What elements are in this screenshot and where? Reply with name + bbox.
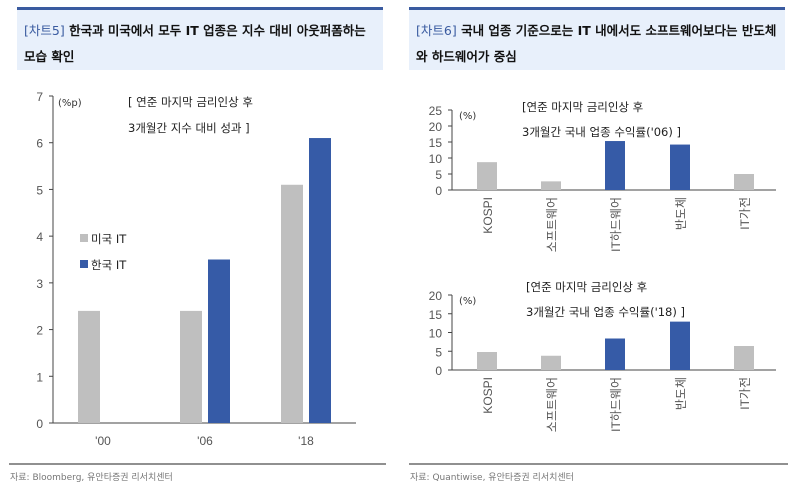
chart6-tag: [차트6] xyxy=(416,23,457,38)
chart-annotation: [연준 마지막 금리인상 후 xyxy=(526,280,647,294)
bar xyxy=(541,355,561,370)
chart5-header: [차트5] 한국과 미국에서 모두 IT 업종은 지수 대비 아웃퍼폼하는 모습… xyxy=(17,7,383,70)
y-tick-label: 10 xyxy=(429,327,443,341)
bar-us-it xyxy=(180,310,202,423)
bar xyxy=(477,352,497,370)
x-tick-label: 반도체 xyxy=(674,197,688,230)
bar xyxy=(541,181,561,190)
y-tick-label: 1 xyxy=(36,370,43,384)
chart6-title: 국내 업종 기준으로는 IT 내에서도 소프트웨어보다는 반도체와 하드웨어가 … xyxy=(416,23,777,64)
chart-annotation: [ 연준 마지막 금리인상 후 xyxy=(128,95,253,109)
y-unit-label: (%p) xyxy=(58,98,82,109)
legend-swatch xyxy=(80,260,88,268)
chart6-source: 자료: Quantiwise, 유안타증권 리서치센터 xyxy=(410,471,574,483)
x-tick-label: IT하드웨어 xyxy=(609,197,623,252)
y-tick-label: 15 xyxy=(429,136,443,150)
y-tick-label: 5 xyxy=(36,183,43,197)
y-tick-label: 7 xyxy=(36,90,43,104)
y-tick-label: 0 xyxy=(435,364,442,378)
y-unit-label: (%) xyxy=(459,111,476,122)
x-tick-label: '00 xyxy=(95,434,111,448)
y-tick-label: 4 xyxy=(36,230,43,244)
chart-annotation: 3개월간 국내 업종 수익률('06) ] xyxy=(522,125,681,139)
x-tick-label: IT가전 xyxy=(738,197,752,230)
y-tick-label: 3 xyxy=(36,277,43,291)
chart-annotation: [연준 마지막 금리인상 후 xyxy=(522,100,643,114)
bar xyxy=(605,338,625,370)
x-tick-label: IT가전 xyxy=(738,377,752,410)
bar-us-it xyxy=(281,184,303,423)
y-tick-label: 5 xyxy=(435,168,442,182)
chart5-source: 자료: Bloomberg, 유안타증권 리서치센터 xyxy=(10,471,173,483)
bar xyxy=(605,141,625,190)
y-tick-label: 0 xyxy=(435,184,442,198)
bar-kr-it xyxy=(309,138,331,424)
y-tick-label: 0 xyxy=(36,417,43,431)
chart5-tag: [차트5] xyxy=(24,23,65,38)
y-tick-label: 10 xyxy=(429,152,443,166)
y-tick-label: 25 xyxy=(429,104,443,118)
x-tick-label: KOSPI xyxy=(481,377,495,414)
y-unit-label: (%) xyxy=(459,296,476,307)
chart5-title: 한국과 미국에서 모두 IT 업종은 지수 대비 아웃퍼폼하는 모습 확인 xyxy=(24,23,366,64)
y-tick-label: 2 xyxy=(36,324,43,338)
y-tick-label: 20 xyxy=(429,120,443,134)
legend-swatch xyxy=(80,234,88,242)
y-tick-label: 15 xyxy=(429,308,443,322)
bar xyxy=(477,162,497,190)
y-tick-label: 6 xyxy=(36,137,43,151)
chart-annotation: 3개월간 지수 대비 성과 ] xyxy=(128,121,250,135)
x-tick-label: IT하드웨어 xyxy=(609,377,623,432)
bar xyxy=(734,174,754,190)
y-tick-label: 20 xyxy=(429,289,443,303)
x-tick-label: 소프트웨어 xyxy=(545,197,559,252)
x-tick-label: 소프트웨어 xyxy=(545,377,559,432)
x-tick-label: '18 xyxy=(298,434,314,448)
bar-us-it xyxy=(78,310,100,423)
legend-label: 미국 IT xyxy=(91,232,127,246)
x-tick-label: '06 xyxy=(197,434,213,448)
chart-annotation: 3개월간 국내 업종 수익률('18) ] xyxy=(526,305,685,319)
y-tick-label: 5 xyxy=(435,345,442,359)
x-tick-label: 반도체 xyxy=(674,377,688,410)
bar-kr-it xyxy=(208,259,230,423)
x-tick-label: KOSPI xyxy=(481,197,495,234)
chart6-header: [차트6] 국내 업종 기준으로는 IT 내에서도 소프트웨어보다는 반도체와 … xyxy=(409,7,785,70)
bar xyxy=(670,321,690,370)
legend-label: 한국 IT xyxy=(91,258,127,272)
bar xyxy=(670,144,690,190)
bar xyxy=(734,346,754,370)
